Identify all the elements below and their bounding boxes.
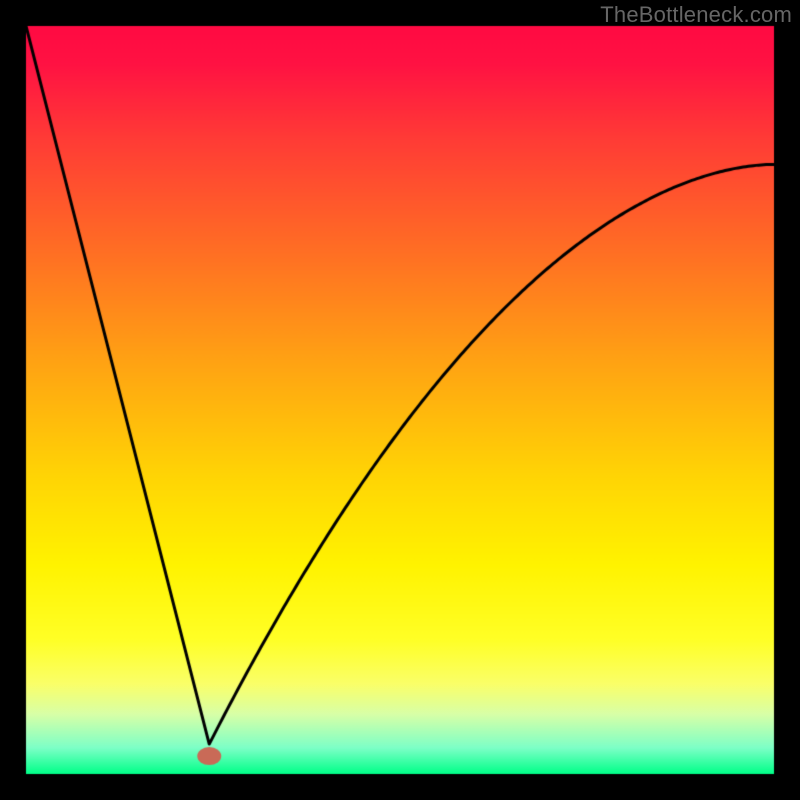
bottleneck-chart-canvas bbox=[0, 0, 800, 800]
chart-stage: TheBottleneck.com bbox=[0, 0, 800, 800]
watermark-text: TheBottleneck.com bbox=[600, 2, 792, 28]
